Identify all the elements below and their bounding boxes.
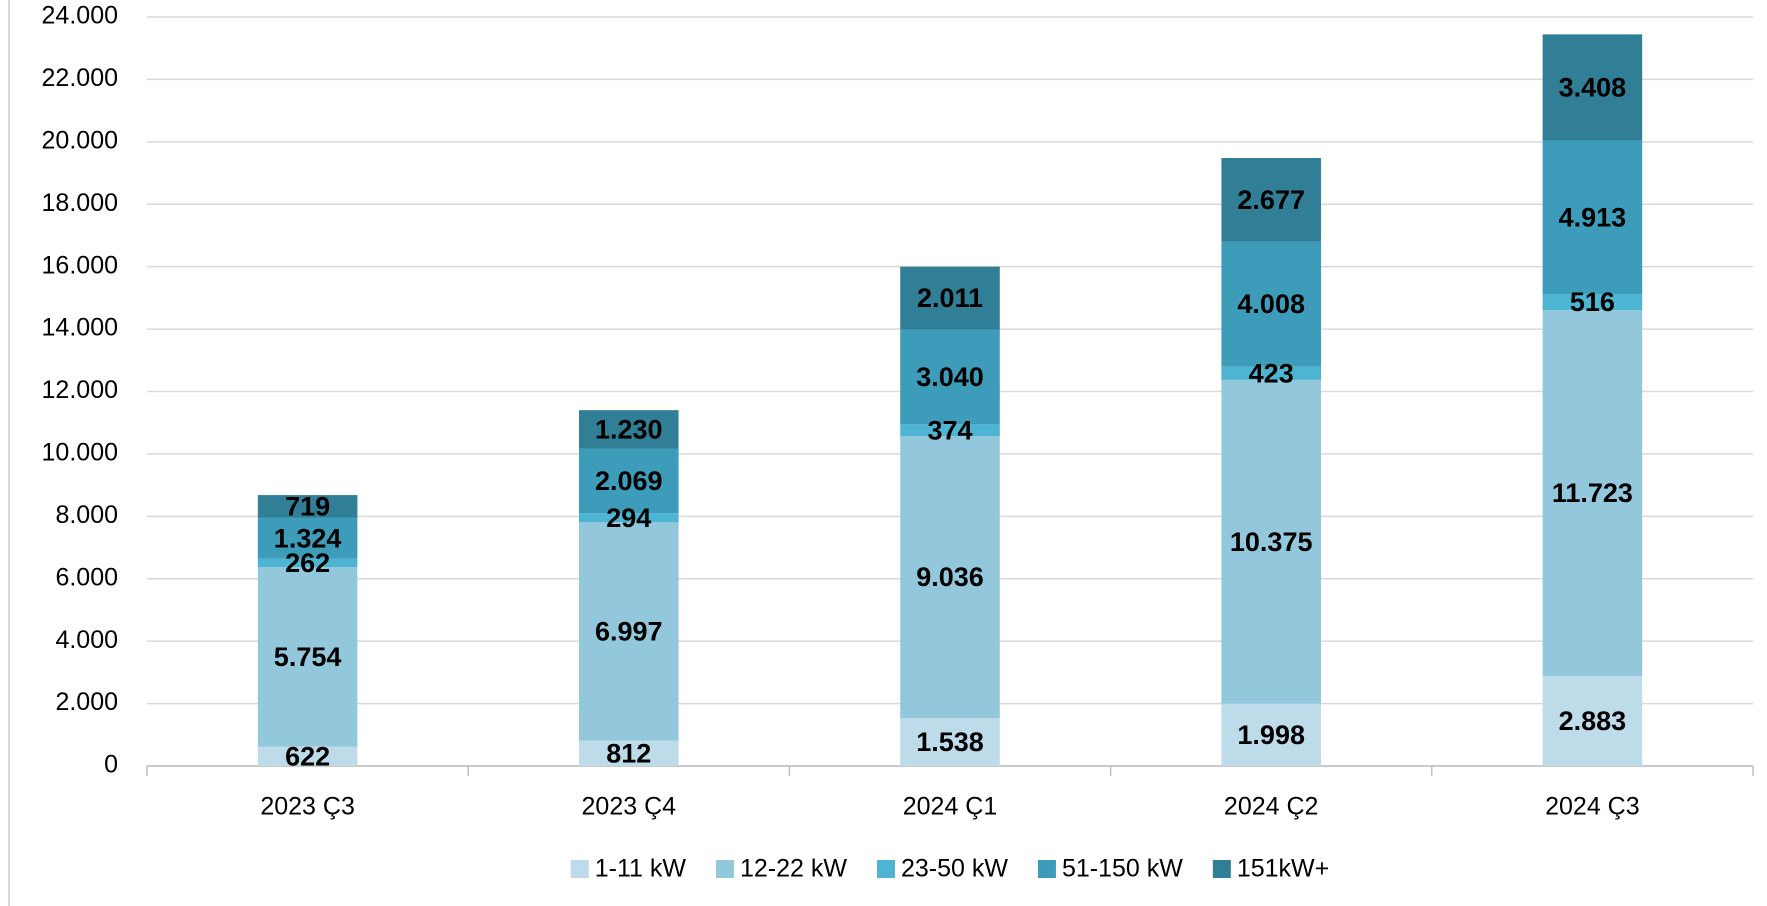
data-label: 11.723: [1552, 478, 1633, 508]
bar-segment: [1542, 676, 1643, 766]
bar-segment: [1542, 140, 1643, 295]
data-label: 9.036: [916, 562, 984, 592]
data-label: 3.040: [916, 362, 984, 392]
bar-segment: [257, 558, 358, 568]
data-label: 262: [285, 548, 330, 578]
bar-segment: [257, 746, 358, 766]
data-label: 1.230: [595, 414, 663, 444]
y-tick-label: 24.000: [42, 2, 118, 30]
y-tick-label: 10.000: [42, 439, 118, 467]
y-tick-label: 14.000: [42, 314, 118, 342]
y-tick-label: 2.000: [55, 688, 118, 716]
y-tick-label: 4.000: [55, 626, 118, 654]
data-label: 2.883: [1559, 706, 1627, 736]
bar-segment: [900, 424, 1000, 437]
data-label: 6.997: [595, 617, 663, 647]
legend-label: 23-50 kW: [901, 855, 1008, 883]
data-label: 2.011: [917, 283, 983, 313]
data-label: 5.754: [274, 642, 342, 672]
bar-segment: [1542, 310, 1643, 677]
data-label: 294: [606, 503, 651, 533]
data-label: 3.408: [1559, 73, 1627, 103]
y-tick-label: 12.000: [42, 376, 118, 404]
legend: 1-11 kW 12-22 kW 23-50 kW 51-150 kW 151kW+: [570, 855, 1329, 883]
y-tick-label: 16.000: [42, 251, 118, 279]
y-tick-label: 20.000: [42, 126, 118, 154]
bar-segment: [1221, 703, 1321, 766]
data-label: 374: [927, 415, 972, 445]
legend-label: 1-11 kW: [595, 855, 687, 883]
bar-segment: [257, 567, 358, 747]
bar-segment: [257, 495, 358, 518]
bar-segment: [1221, 158, 1321, 242]
data-label: 1.324: [274, 523, 342, 553]
data-label: 2.069: [595, 466, 663, 496]
bar-segment: [900, 329, 1000, 425]
legend-label: 12-22 kW: [740, 855, 847, 883]
x-tick-label: 2024 Ç1: [903, 793, 998, 821]
y-tick-label: 8.000: [55, 501, 118, 529]
bar-segment: [579, 522, 679, 741]
bar-segment: [579, 740, 679, 766]
legend-swatch: [1037, 860, 1056, 878]
legend-swatch: [876, 860, 895, 878]
legend-swatch: [1212, 860, 1231, 878]
y-tick-label: 22.000: [42, 64, 118, 92]
bar-segment: [1221, 241, 1321, 367]
data-label: 719: [285, 491, 330, 521]
x-tick-label: 2023 Ç4: [582, 793, 677, 821]
bar-segment: [579, 513, 679, 523]
x-tick-label: 2024 Ç2: [1224, 793, 1319, 821]
data-label: 10.375: [1230, 527, 1313, 557]
legend-swatch: [570, 860, 589, 878]
x-tick-label: 2024 Ç3: [1545, 793, 1640, 821]
y-tick-label: 0: [104, 751, 118, 779]
bar-segment: [900, 266, 1000, 330]
data-label: 1.538: [916, 727, 984, 757]
bar-segment: [579, 448, 679, 514]
data-label: 4.913: [1559, 203, 1627, 233]
bar-segment: [579, 410, 679, 449]
bar-segment: [1221, 379, 1321, 704]
x-tick-label: 2023 Ç3: [260, 793, 355, 821]
y-tick-label: 6.000: [55, 563, 118, 591]
data-label: 1.998: [1237, 720, 1305, 750]
bar-segment: [257, 517, 358, 559]
legend-swatch: [715, 860, 734, 878]
data-label: 622: [285, 741, 330, 771]
legend-label: 51-150 kW: [1062, 855, 1183, 883]
bar-segment: [1221, 366, 1321, 380]
y-tick-label: 18.000: [42, 189, 118, 217]
data-label: 812: [606, 738, 651, 768]
bar-segment: [1542, 34, 1643, 141]
data-label: 2.677: [1237, 185, 1305, 215]
bar-segment: [900, 718, 1000, 766]
data-label: 423: [1249, 358, 1294, 388]
bar-segment: [1542, 294, 1643, 311]
bar-segment: [900, 436, 1000, 719]
data-label: 4.008: [1237, 289, 1305, 319]
data-label: 516: [1570, 287, 1615, 317]
legend-label: 151kW+: [1237, 855, 1329, 883]
